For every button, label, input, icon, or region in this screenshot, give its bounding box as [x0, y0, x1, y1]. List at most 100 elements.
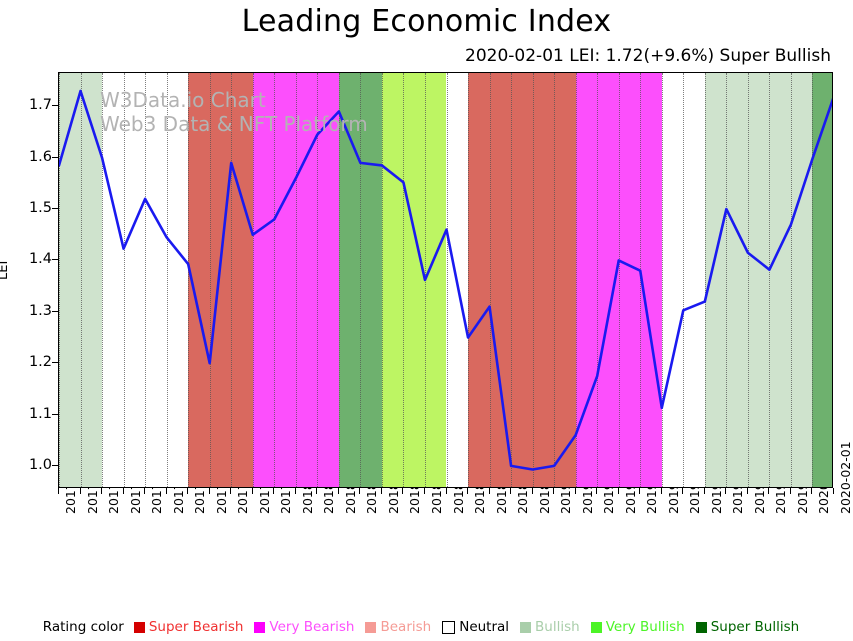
x-tick-mark — [510, 488, 512, 494]
y-tick-label: 1.3 — [28, 302, 52, 319]
legend-item-super-bullish[interactable]: Super Bullish — [695, 619, 799, 635]
grid-line — [812, 73, 814, 487]
grid-line — [769, 73, 771, 487]
grid-line — [726, 73, 728, 487]
grid-line — [704, 73, 706, 487]
grid-line — [575, 73, 577, 487]
grid-line — [166, 73, 168, 487]
x-tick-mark — [337, 488, 339, 494]
rating-band-neutral — [661, 73, 705, 487]
rating-band-bearish — [468, 73, 576, 487]
grid-line — [123, 73, 125, 487]
grid-line — [790, 73, 792, 487]
grid-line — [188, 73, 190, 487]
y-tick-mark — [52, 259, 58, 261]
x-tick-mark — [811, 488, 813, 494]
y-tick-mark — [52, 156, 58, 158]
x-tick-mark — [467, 488, 469, 494]
legend-item-super-bearish[interactable]: Super Bearish — [133, 619, 244, 635]
legend-swatch-icon — [133, 621, 145, 633]
x-tick-mark — [380, 488, 382, 494]
grid-line — [252, 73, 254, 487]
x-tick-mark — [165, 488, 167, 494]
rating-color-legend: Rating color Super Bearish Very Bearish Be… — [0, 616, 853, 638]
chart-title: Leading Economic Index — [241, 4, 612, 39]
legend-title: Rating color — [42, 619, 124, 635]
x-tick-mark — [639, 488, 641, 494]
grid-line — [381, 73, 383, 487]
x-tick-mark — [294, 488, 296, 494]
x-tick-mark — [423, 488, 425, 494]
grid-line — [102, 73, 104, 487]
x-tick-mark — [316, 488, 318, 494]
x-tick-mark — [553, 488, 555, 494]
x-tick-mark — [725, 488, 727, 494]
y-tick-label: 1.7 — [28, 97, 52, 114]
grid-line — [80, 73, 82, 487]
grid-line — [618, 73, 620, 487]
legend-item-very-bearish[interactable]: Very Bearish — [254, 619, 354, 635]
legend-label: Bearish — [380, 619, 432, 635]
legend-label: Super Bearish — [148, 619, 244, 635]
x-tick-mark — [768, 488, 770, 494]
y-tick-mark — [52, 362, 58, 364]
rating-band-neutral — [102, 73, 189, 487]
grid-line — [403, 73, 405, 487]
legend-label: Very Bearish — [269, 619, 355, 635]
y-tick-mark — [52, 208, 58, 210]
legend-item-neutral[interactable]: Neutral — [442, 619, 509, 635]
grid-line — [59, 73, 60, 487]
legend-item-bearish[interactable]: Bearish — [365, 619, 431, 635]
x-tick-mark — [402, 488, 404, 494]
y-tick-mark — [52, 310, 58, 312]
x-tick-mark — [445, 488, 447, 494]
legend-swatch-icon — [590, 621, 602, 633]
chart-subtitle: 2020-02-01 LEI: 1.72(+9.6%) Super Bullis… — [465, 46, 831, 66]
rating-band-very-bearish — [575, 73, 662, 487]
x-tick-mark — [101, 488, 103, 494]
plot-area — [58, 72, 833, 488]
lei-line-series — [59, 89, 832, 471]
y-tick-label: 1.5 — [28, 200, 52, 217]
rating-band-bearish — [188, 73, 253, 487]
legend-item-very-bullish[interactable]: Very Bullish — [590, 619, 685, 635]
rating-band-bullish — [704, 73, 813, 487]
x-tick-mark — [703, 488, 705, 494]
y-tick-label: 1.2 — [28, 354, 52, 371]
x-tick-mark — [574, 488, 576, 494]
x-tick-mark — [208, 488, 210, 494]
grid-line — [446, 73, 448, 487]
y-tick-label: 1.4 — [28, 251, 52, 268]
legend-swatch-icon — [520, 621, 532, 633]
grid-line — [209, 73, 211, 487]
x-tick-mark — [359, 488, 361, 494]
x-tick-mark — [273, 488, 275, 494]
grid-line — [145, 73, 147, 487]
grid-line — [489, 73, 491, 487]
grid-line — [597, 73, 599, 487]
grid-line — [747, 73, 749, 487]
legend-swatch-icon — [442, 620, 456, 634]
grid-line — [468, 73, 470, 487]
x-tick-mark — [187, 488, 189, 494]
grid-line — [274, 73, 276, 487]
grid-line — [360, 73, 362, 487]
x-tick-mark — [488, 488, 490, 494]
y-tick-label: 1.6 — [28, 148, 52, 165]
grid-line — [317, 73, 319, 487]
x-tick-mark — [251, 488, 253, 494]
grid-line — [683, 73, 685, 487]
x-tick-mark — [230, 488, 232, 494]
grid-line — [532, 73, 534, 487]
x-tick-mark — [682, 488, 684, 494]
x-tick-mark — [660, 488, 662, 494]
x-tick-label: 2020-02-01 — [838, 441, 853, 514]
x-tick-mark — [746, 488, 748, 494]
legend-swatch-icon — [254, 621, 266, 633]
x-tick-mark — [144, 488, 146, 494]
x-tick-mark — [58, 488, 59, 494]
rating-band-super-bullish — [812, 73, 832, 487]
legend-item-bullish[interactable]: Bullish — [520, 619, 580, 635]
grid-line — [554, 73, 556, 487]
